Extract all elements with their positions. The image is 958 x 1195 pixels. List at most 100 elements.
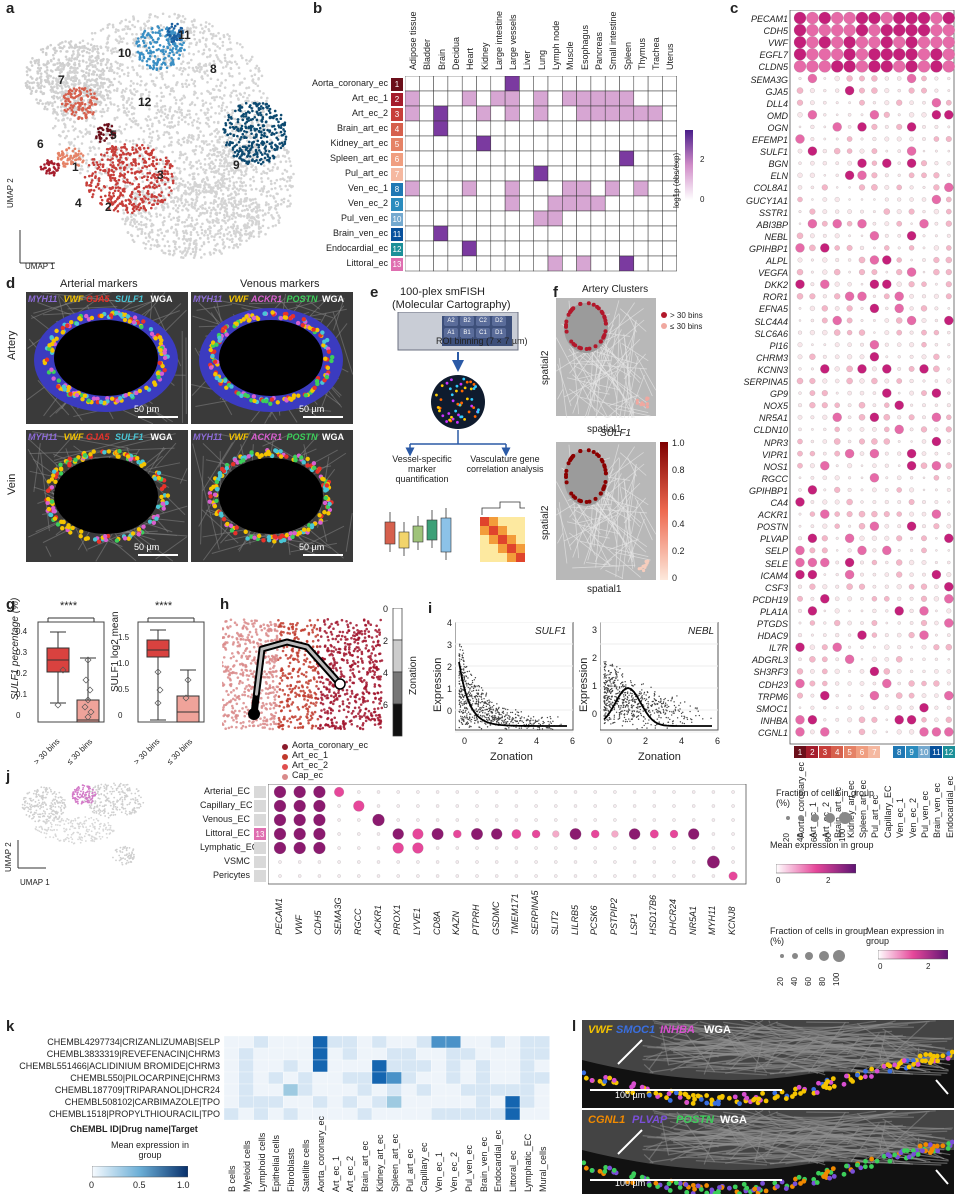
c-dot xyxy=(810,500,815,504)
k-col-16: Pul_ven_ec xyxy=(463,1144,474,1192)
b-cell xyxy=(547,195,563,212)
j-dot xyxy=(475,790,479,794)
j-dot xyxy=(573,804,578,808)
c-gene-10: EFEMP1 xyxy=(751,135,788,145)
b-cell xyxy=(490,195,506,212)
b-cell xyxy=(547,135,563,152)
b-row-badge-12: 13 xyxy=(391,258,403,271)
c-dot xyxy=(908,499,915,505)
j-mean-tick-2: 2 xyxy=(826,876,831,885)
c-dot xyxy=(857,545,867,556)
c-gene-5: SEMA3G xyxy=(750,74,788,85)
j-dot xyxy=(435,818,440,822)
j-col-13: SERPINA5 xyxy=(530,890,541,935)
b-cell xyxy=(476,120,492,137)
c-dot xyxy=(872,403,877,407)
c-dot xyxy=(871,148,878,154)
b-tissue-10: Lymph node xyxy=(551,20,561,70)
dotplot-c xyxy=(789,10,955,745)
c-dot xyxy=(795,727,805,737)
c-dot xyxy=(945,281,952,288)
c-dot xyxy=(893,11,906,25)
c-dot xyxy=(883,414,891,421)
c-dot xyxy=(883,208,890,215)
c-dot xyxy=(897,524,902,529)
k-cell xyxy=(357,1107,373,1121)
c-dot xyxy=(823,451,827,456)
b-cell xyxy=(547,120,563,137)
k-cell xyxy=(534,1107,550,1121)
b-row-badge-7: 8 xyxy=(391,183,403,196)
c-gene-32: NOX5 xyxy=(763,401,788,412)
b-cell xyxy=(447,120,463,137)
b-cell xyxy=(419,105,434,122)
c-dot xyxy=(896,705,902,711)
c-dot xyxy=(858,728,866,736)
c-dot xyxy=(823,427,827,431)
c-gene-8: OMD xyxy=(767,110,788,121)
b-cell xyxy=(490,105,506,122)
b-cell xyxy=(576,135,592,152)
k-cell xyxy=(283,1107,299,1121)
umap-cluster-label-9: 9 xyxy=(233,158,240,172)
c-dot xyxy=(931,412,941,422)
c-dot xyxy=(844,569,855,580)
j-dot xyxy=(534,818,538,822)
b-cell xyxy=(562,135,577,152)
d-marker-0-1: VWF xyxy=(63,294,84,304)
b-cell xyxy=(476,165,492,182)
c-dot xyxy=(843,48,856,61)
b-cell xyxy=(490,90,506,107)
k-cell xyxy=(268,1059,284,1073)
e-roi-label: ROI binning (7 × 7 µm) xyxy=(436,336,528,346)
c-dot xyxy=(885,306,889,311)
j-dot xyxy=(613,874,617,878)
e-box-2 xyxy=(412,525,424,543)
b-cell xyxy=(419,120,434,137)
l-top-marker-3: WGA xyxy=(704,1024,731,1036)
c-dot xyxy=(922,258,926,262)
k-cell xyxy=(475,1047,491,1061)
l-top-marker-2: INHBA xyxy=(660,1024,695,1036)
c-dot xyxy=(935,609,938,613)
umap-plot-a xyxy=(19,12,295,264)
j-dot xyxy=(514,790,519,794)
b-cell xyxy=(619,76,635,92)
c-dot xyxy=(806,48,819,61)
c-dot xyxy=(834,233,840,239)
c-dot xyxy=(922,137,926,141)
c-dot xyxy=(835,706,839,710)
c-dot xyxy=(796,87,804,94)
j-dot xyxy=(534,790,538,794)
d-marker-1-4: WGA xyxy=(322,294,344,304)
c-dot xyxy=(945,136,952,142)
j-dot xyxy=(692,790,696,794)
c-dot xyxy=(946,681,951,686)
b-cell xyxy=(647,180,663,197)
c-dot xyxy=(868,24,881,37)
j-dot xyxy=(632,874,637,878)
k-cell xyxy=(431,1095,447,1109)
k-cell xyxy=(490,1036,506,1049)
c-group-badge-5: 6 xyxy=(856,746,868,758)
l-bot-marker-3: WGA xyxy=(720,1114,747,1126)
k-cell xyxy=(283,1071,299,1085)
b-row-label-11: Endocardial_ec xyxy=(325,243,388,253)
k-cell xyxy=(505,1047,521,1061)
c-dot xyxy=(921,172,927,179)
c-dot xyxy=(871,656,877,662)
k-drug-4: CHEMBL187709|TRIPARANOL|DHCR24 xyxy=(54,1085,220,1095)
k-cell xyxy=(475,1095,491,1109)
c-dot xyxy=(847,427,852,432)
c-dot xyxy=(857,158,867,168)
d-image-2 xyxy=(26,430,188,562)
d-marker-3-4: WGA xyxy=(322,432,344,442)
c-gene-19: GPIHBP1 xyxy=(748,243,788,254)
c-dot xyxy=(810,669,815,674)
c-dot xyxy=(947,367,951,371)
l-top-marker-0: VWF xyxy=(588,1024,613,1036)
c-dot xyxy=(931,727,941,737)
g-y1-tick-3: 0.1 xyxy=(16,690,28,699)
j-dot xyxy=(495,846,499,850)
b-cell xyxy=(419,76,434,92)
